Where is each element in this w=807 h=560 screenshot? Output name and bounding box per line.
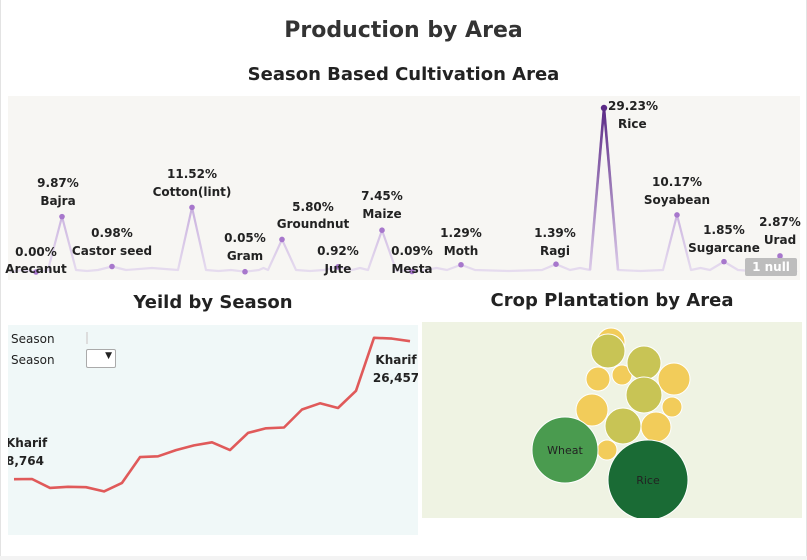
dashboard-title: Production by Area: [284, 18, 523, 43]
data-label-crop: Rice: [618, 117, 647, 131]
data-point[interactable]: [189, 204, 195, 211]
season-filter-label-2: Season: [11, 353, 55, 367]
yield-chart: Kharif 8,764 Kharif 26,457: [8, 336, 418, 493]
data-point[interactable]: [600, 104, 608, 112]
data-label-crop: Groundnut: [277, 217, 350, 231]
null-indicator-badge[interactable]: 1 null: [745, 258, 797, 276]
season-dropdown[interactable]: ▼: [86, 349, 116, 368]
data-label-crop: Moth: [444, 244, 478, 258]
data-label-crop: Soyabean: [644, 193, 710, 207]
crop-bubble[interactable]: [626, 345, 662, 381]
data-label-crop: Sugarcane: [688, 241, 760, 255]
bubble-label: Rice: [636, 474, 660, 487]
yield-chart-panel: [8, 325, 418, 535]
crop-bubble[interactable]: [661, 396, 683, 418]
data-label-value: 11.52%: [167, 167, 217, 181]
data-label-value: 0.05%: [224, 231, 266, 245]
season-filter-label-1: Season: [11, 332, 55, 346]
start-annotation-series: Kharif: [8, 436, 48, 450]
bottom-scrollbar[interactable]: [0, 556, 807, 560]
data-point[interactable]: [335, 264, 341, 270]
crop-bubble[interactable]: [625, 376, 663, 414]
data-point[interactable]: [553, 261, 559, 268]
wheat-bubble[interactable]: [531, 416, 599, 484]
yield-line[interactable]: [13, 336, 411, 493]
data-label-value: 0.98%: [91, 226, 133, 240]
data-label-value: 29.23%: [608, 99, 658, 113]
data-label-value: 7.45%: [361, 189, 403, 203]
data-label-value: 5.80%: [292, 200, 334, 214]
data-label-crop: Maize: [362, 207, 401, 221]
bubble-chart-title: Crop Plantation by Area: [490, 290, 734, 311]
season-filter-1[interactable]: [86, 332, 88, 344]
data-label-crop: Arecanut: [5, 262, 67, 276]
data-point[interactable]: [379, 227, 385, 234]
data-label-crop: Gram: [227, 249, 263, 263]
data-label-value: 0.00%: [15, 245, 57, 259]
data-label-value: 10.17%: [652, 175, 702, 189]
season-area-chart: 0.00% Arecanut 9.87% Bajra 0.98% Castor seed 1…: [5, 99, 801, 276]
chevron-down-icon: ▼: [105, 351, 112, 361]
data-label-value: 2.87%: [759, 215, 801, 229]
data-point[interactable]: [33, 269, 39, 275]
data-label-value: 1.85%: [703, 223, 745, 237]
data-label-crop: Cotton(lint): [153, 185, 232, 199]
end-annotation-series: Kharif: [375, 353, 417, 367]
data-point[interactable]: [279, 236, 285, 243]
data-label-value: 0.09%: [391, 244, 433, 258]
bubble-chart: Wheat Rice: [531, 327, 691, 518]
data-point[interactable]: [721, 258, 727, 265]
start-annotation-value: 8,764: [8, 454, 44, 468]
crop-bubble[interactable]: [590, 333, 626, 369]
data-point[interactable]: [242, 268, 248, 275]
season-area-chart-title: Season Based Cultivation Area: [247, 64, 560, 85]
crop-bubble[interactable]: [575, 393, 609, 427]
crop-bubble[interactable]: [596, 439, 618, 461]
data-label-crop: Castor seed: [72, 244, 152, 258]
data-label-crop: Jute: [324, 262, 352, 276]
crop-bubble[interactable]: [657, 362, 691, 396]
data-label-value: 0.92%: [317, 244, 359, 258]
data-label-crop: Urad: [764, 233, 796, 247]
data-label-crop: Bajra: [40, 194, 75, 208]
bubble-label: Wheat: [547, 444, 583, 457]
data-point[interactable]: [458, 261, 464, 268]
data-point[interactable]: [409, 268, 415, 275]
data-point[interactable]: [109, 263, 115, 270]
rice-peak-line: [588, 107, 620, 271]
crop-bubble[interactable]: [585, 366, 611, 392]
crop-bubble[interactable]: [640, 411, 672, 443]
data-point[interactable]: [674, 212, 680, 218]
data-label-value: 1.29%: [440, 226, 482, 240]
data-label-crop: Mesta: [391, 262, 432, 276]
data-label-value: 9.87%: [37, 176, 79, 190]
data-point[interactable]: [59, 213, 65, 220]
data-label-crop: Ragi: [540, 244, 570, 258]
end-annotation-value: 26,457: [373, 371, 418, 385]
data-point[interactable]: [777, 253, 783, 259]
yield-chart-title: Yeild by Season: [133, 292, 293, 313]
crop-bubble[interactable]: [604, 407, 642, 445]
rice-bubble[interactable]: [607, 439, 689, 518]
data-label-value: 1.39%: [534, 226, 576, 240]
